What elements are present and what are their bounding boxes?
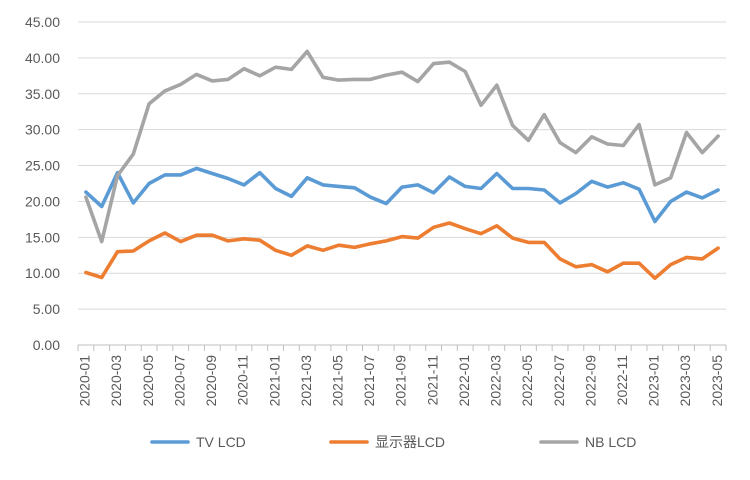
y-tick-label: 45.00 — [25, 14, 60, 30]
x-tick-label: 2022-07 — [551, 355, 567, 407]
x-tick-label: 2020-03 — [108, 355, 124, 407]
legend-item-lcd: 显示器LCD — [329, 434, 445, 450]
legend-label: NB LCD — [585, 434, 636, 450]
series-line-lcd — [84, 221, 720, 281]
x-tick-label: 2021-11 — [424, 355, 440, 406]
x-tick-label: 2021-01 — [266, 355, 282, 407]
y-gridlines — [78, 21, 726, 310]
x-tick-label: 2021-03 — [298, 355, 314, 407]
y-tick-label: 35.00 — [25, 86, 60, 102]
x-axis — [77, 344, 727, 351]
legend-item-tv-lcd: TV LCD — [150, 434, 246, 450]
y-tick-label: 40.00 — [25, 50, 60, 66]
legend: TV LCD 显示器LCD NB LCD — [150, 434, 636, 450]
x-tick-label: 2020-05 — [140, 355, 156, 407]
x-tick-label: 2022-01 — [456, 355, 472, 407]
series-line-nb-lcd — [84, 49, 720, 244]
legend-label: TV LCD — [196, 434, 246, 450]
x-tick-label: 2022-03 — [488, 355, 504, 407]
x-tick-label: 2023-01 — [646, 355, 662, 407]
y-axis-ticks: 0.00 5.00 10.00 15.00 20.00 25.00 30.00 35.00 40… — [25, 14, 60, 353]
x-tick-label: 2020-11 — [235, 355, 251, 406]
y-tick-label: 20.00 — [25, 193, 60, 209]
x-tick-label: 2020-01 — [77, 355, 93, 407]
x-tick-label: 2020-07 — [171, 355, 187, 407]
y-tick-label: 5.00 — [33, 301, 60, 317]
y-tick-label: 10.00 — [25, 265, 60, 281]
x-tick-label: 2021-07 — [361, 355, 377, 407]
legend-item-nb-lcd: NB LCD — [539, 434, 636, 450]
x-tick-label: 2023-05 — [709, 355, 725, 407]
x-tick-label: 2021-09 — [393, 355, 409, 407]
legend-label: 显示器LCD — [375, 434, 445, 450]
y-tick-label: 0.00 — [33, 337, 60, 353]
x-tick-label: 2023-03 — [677, 355, 693, 407]
y-tick-label: 15.00 — [25, 229, 60, 245]
x-tick-label: 2020-09 — [203, 355, 219, 407]
y-tick-label: 30.00 — [25, 122, 60, 138]
x-tick-label: 2022-05 — [519, 355, 535, 407]
x-axis-ticks: 2020-01 2020-03 2020-05 2020-07 2020-09 2020-… — [77, 355, 725, 407]
x-tick-label: 2021-05 — [329, 355, 345, 407]
series-line-tv-lcd — [84, 166, 720, 224]
x-tick-label: 2022-11 — [614, 355, 630, 406]
y-tick-label: 25.00 — [25, 158, 60, 174]
series-lines — [84, 49, 720, 281]
x-tick-label: 2022-09 — [582, 355, 598, 407]
